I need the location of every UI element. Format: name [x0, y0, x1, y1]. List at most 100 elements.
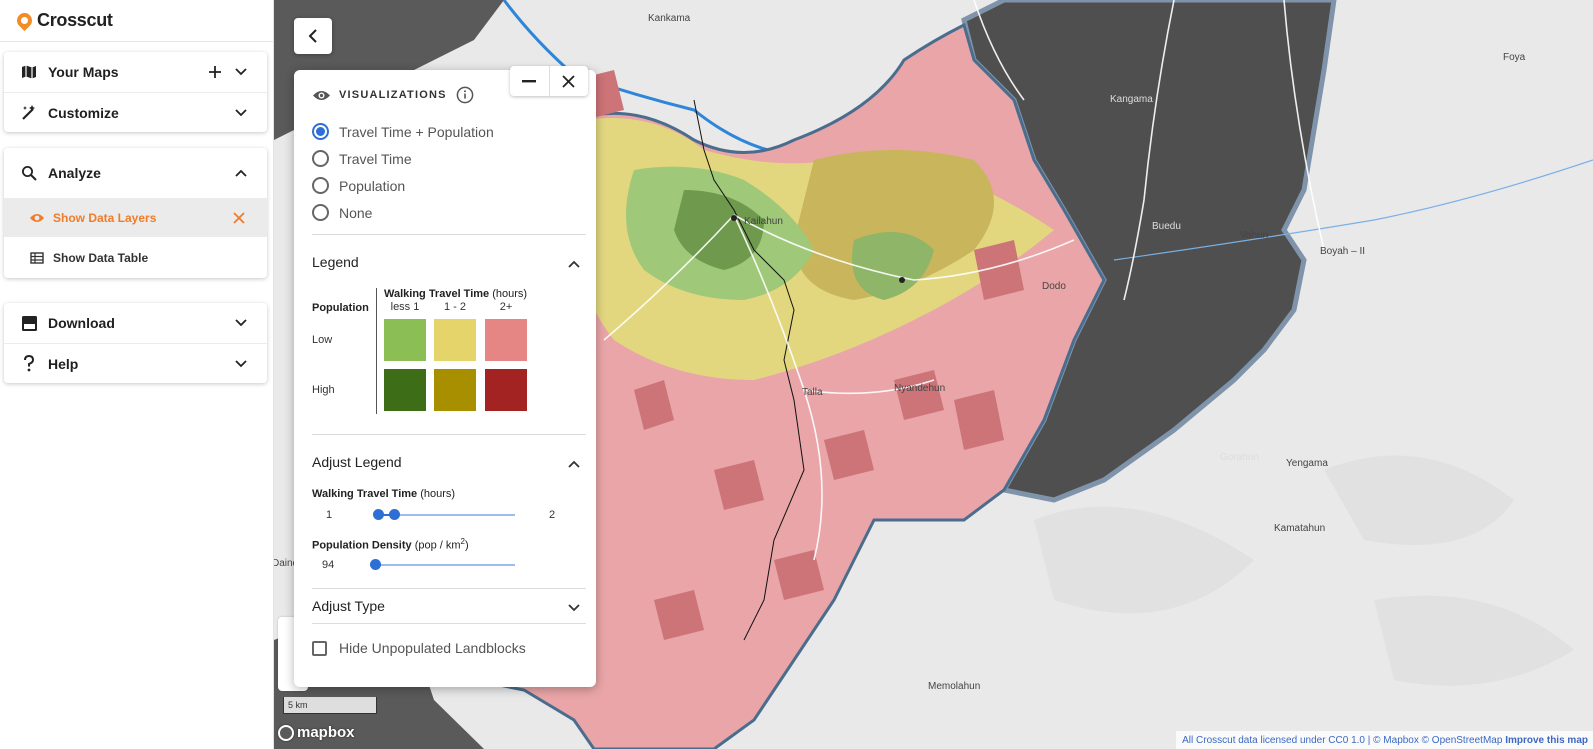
- radio-dot[interactable]: [312, 123, 329, 140]
- magic-wand-icon: [19, 103, 39, 123]
- collapse-sidebar-button[interactable]: [294, 18, 332, 54]
- map-place-label: Memolahun: [928, 681, 981, 692]
- travel-time-slider-track[interactable]: [374, 514, 515, 516]
- legend-population-label: Population: [312, 302, 369, 314]
- chevron-up-icon[interactable]: [566, 256, 582, 272]
- divider: [312, 588, 586, 589]
- radio-travel-time[interactable]: Travel Time: [312, 145, 494, 172]
- travel-time-min-value: 1: [326, 509, 333, 521]
- map-place-label: Gorahun: [1220, 452, 1259, 463]
- legend-swatch-high-2-plus: [485, 369, 527, 411]
- sidebar-section-download[interactable]: Download: [4, 303, 267, 343]
- section-label: Your Maps: [48, 64, 119, 80]
- hide-unpopulated-label: Hide Unpopulated Landblocks: [339, 640, 526, 656]
- close-icon: [562, 74, 575, 88]
- density-slider-name: Population Density: [312, 539, 412, 552]
- radio-label: Population: [339, 177, 406, 194]
- travel-time-max-thumb[interactable]: [389, 509, 400, 520]
- panel-title: VISUALIZATIONS: [339, 89, 447, 101]
- download-help-card: Download Help: [4, 303, 267, 383]
- radio-none[interactable]: None: [312, 199, 494, 226]
- density-slider-track[interactable]: [374, 564, 515, 566]
- crosscut-logo-icon: [13, 9, 36, 32]
- sidebar-item-show-data-layers[interactable]: Show Data Layers: [4, 198, 267, 237]
- brand[interactable]: Crosscut: [0, 0, 273, 42]
- density-unit-close: ): [465, 539, 469, 552]
- map-attribution: All Crosscut data licensed under CC0 1.0…: [1176, 731, 1593, 749]
- chevron-up-icon[interactable]: [231, 163, 251, 183]
- radio-dot[interactable]: [312, 177, 329, 194]
- maps-customize-card: Your Maps Customize: [4, 52, 267, 132]
- radio-label: Travel Time: [339, 150, 412, 167]
- add-map-icon[interactable]: [205, 62, 225, 82]
- eye-icon: [28, 209, 46, 227]
- map-place-label: Kamatahun: [1274, 523, 1326, 534]
- chevron-left-icon: [308, 29, 317, 43]
- density-thumb[interactable]: [370, 559, 381, 570]
- legend-grid: Population Low High Walking Travel Time …: [312, 288, 592, 414]
- radio-population[interactable]: Population: [312, 172, 494, 199]
- chevron-down-icon[interactable]: [231, 354, 251, 374]
- attribution-text[interactable]: All Crosscut data licensed under CC0 1.0…: [1182, 735, 1503, 746]
- map-place-label: Foya: [1503, 52, 1526, 63]
- section-label: Customize: [48, 104, 119, 121]
- mapbox-logo[interactable]: mapbox: [278, 724, 355, 741]
- legend-title[interactable]: Legend: [312, 254, 359, 270]
- help-icon: [19, 354, 39, 374]
- legend-swatch-low-1-2: [434, 319, 476, 361]
- sidebar-section-your-maps[interactable]: Your Maps: [4, 52, 267, 92]
- sidebar-section-help[interactable]: Help: [4, 343, 267, 383]
- map-place-label: Talla: [802, 387, 823, 398]
- sidebar-section-analyze[interactable]: Analyze: [4, 148, 267, 198]
- visualization-options: Travel Time + Population Travel Time Pop…: [312, 118, 494, 226]
- chevron-up-icon[interactable]: [566, 456, 582, 472]
- improve-map-link[interactable]: Improve this map: [1505, 735, 1588, 746]
- chevron-down-icon[interactable]: [566, 600, 582, 616]
- map-place-label: Kangama: [1110, 94, 1153, 105]
- legend-travel-time-label: Walking Travel Time (hours): [384, 288, 527, 300]
- radio-label: Travel Time + Population: [339, 123, 494, 140]
- map-place-label: Daindu: [274, 558, 304, 569]
- close-panel-button[interactable]: [548, 66, 589, 96]
- item-label: Show Data Layers: [53, 210, 157, 225]
- radio-label: None: [339, 204, 373, 221]
- travel-time-min-thumb[interactable]: [373, 509, 384, 520]
- divider: [312, 234, 586, 235]
- chevron-down-icon[interactable]: [231, 62, 251, 82]
- adjust-legend-title[interactable]: Adjust Legend: [312, 454, 402, 470]
- search-icon: [19, 163, 39, 183]
- legend-swatch-low-less-1: [384, 319, 426, 361]
- chevron-down-icon[interactable]: [231, 313, 251, 333]
- hide-unpopulated-checkbox-row[interactable]: Hide Unpopulated Landblocks: [312, 640, 526, 656]
- mapbox-mark-icon: [278, 724, 294, 741]
- travel-time-slider-name: Walking Travel Time: [312, 488, 418, 500]
- download-icon: [19, 313, 39, 333]
- divider: [312, 434, 586, 435]
- section-label: Help: [48, 355, 79, 372]
- minimize-icon: [522, 79, 537, 82]
- sidebar-item-show-data-table[interactable]: Show Data Table: [4, 237, 267, 278]
- legend-travel-time-unit: (hours): [492, 288, 528, 300]
- radio-dot[interactable]: [312, 150, 329, 167]
- close-icon[interactable]: [227, 206, 251, 230]
- legend-swatch-low-2-plus: [485, 319, 527, 361]
- travel-time-slider-range: [379, 514, 395, 516]
- map-icon: [19, 62, 39, 82]
- travel-time-max-value: 2: [549, 509, 556, 521]
- legend-swatch-high-1-2: [434, 369, 476, 411]
- density-value: 94: [322, 559, 335, 571]
- adjust-type-title[interactable]: Adjust Type: [312, 598, 385, 614]
- info-icon[interactable]: [456, 86, 474, 104]
- minimize-panel-button[interactable]: [510, 66, 549, 96]
- panel-header: VISUALIZATIONS: [312, 86, 474, 104]
- sidebar-section-customize[interactable]: Customize: [4, 92, 267, 132]
- density-unit: (pop / km: [414, 539, 461, 552]
- chevron-down-icon[interactable]: [231, 103, 251, 123]
- radio-travel-time-population[interactable]: Travel Time + Population: [312, 118, 494, 145]
- radio-dot[interactable]: [312, 204, 329, 221]
- hide-unpopulated-checkbox[interactable]: [312, 640, 327, 656]
- map-place-label: Dodo: [1042, 281, 1066, 292]
- legend-travel-time-name: Walking Travel Time: [384, 288, 490, 300]
- sidebar: Crosscut Your Maps Customize: [0, 0, 274, 749]
- panel-toolbar: [510, 66, 588, 96]
